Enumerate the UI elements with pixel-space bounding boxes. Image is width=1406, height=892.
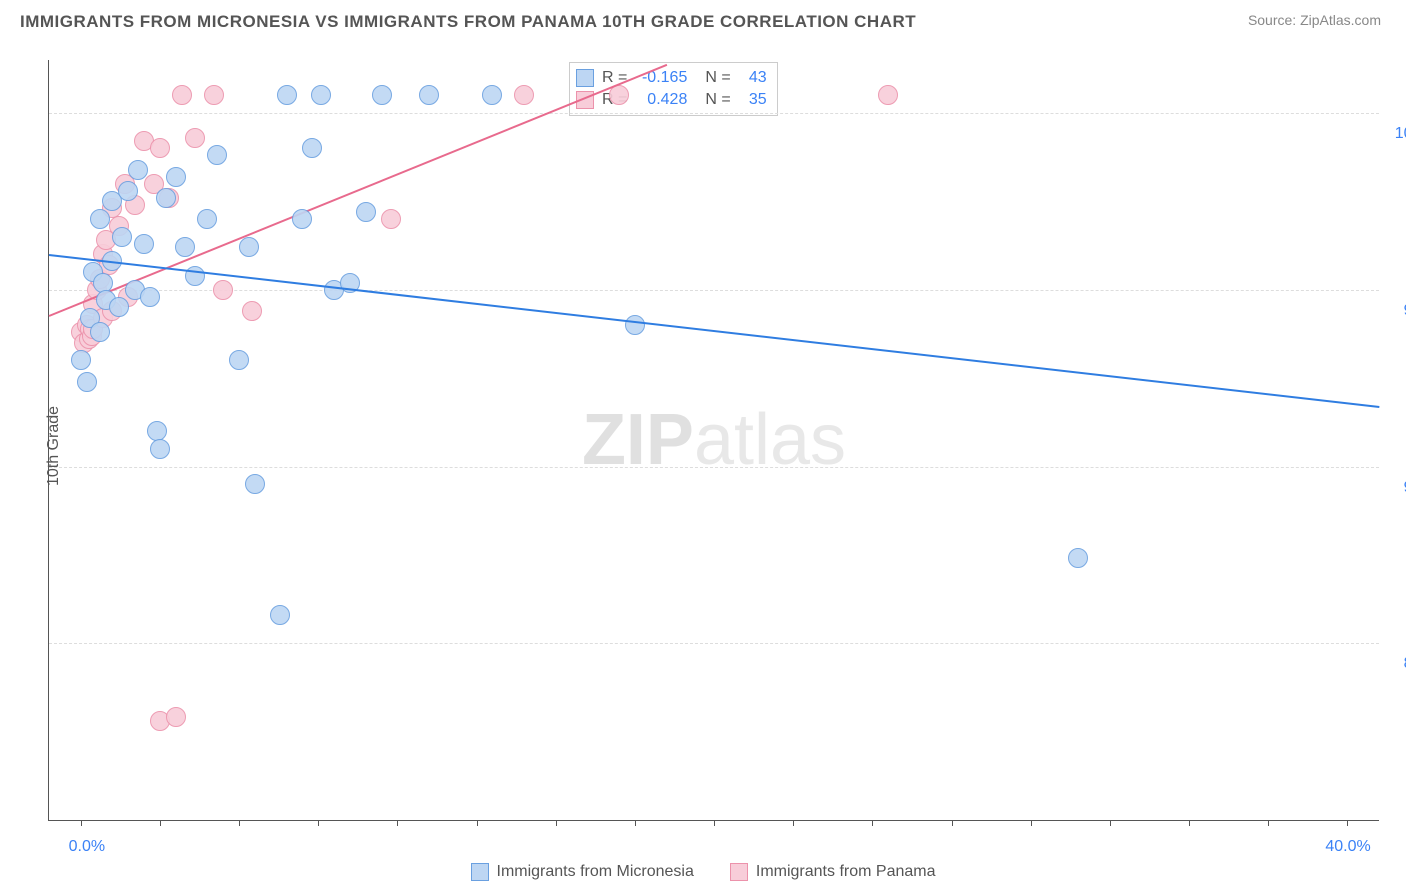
data-point <box>71 350 91 370</box>
data-point <box>245 474 265 494</box>
data-point <box>150 439 170 459</box>
data-point <box>156 188 176 208</box>
data-point <box>197 209 217 229</box>
legend-swatch <box>576 69 594 87</box>
y-tick-label: 100.0% <box>1395 125 1406 143</box>
x-tick <box>1347 820 1348 826</box>
data-point <box>128 160 148 180</box>
data-point <box>140 287 160 307</box>
data-point <box>90 209 110 229</box>
data-point <box>166 707 186 727</box>
gridline <box>49 467 1379 468</box>
plot-area: ZIPatlas R =-0.165N =43R =0.428N =35 85.… <box>48 60 1379 821</box>
data-point <box>77 372 97 392</box>
x-tick <box>239 820 240 826</box>
x-tick <box>1110 820 1111 826</box>
data-point <box>277 85 297 105</box>
x-tick <box>160 820 161 826</box>
data-point <box>419 85 439 105</box>
data-point <box>134 234 154 254</box>
data-point <box>239 237 259 257</box>
gridline <box>49 113 1379 114</box>
data-point <box>482 85 502 105</box>
data-point <box>356 202 376 222</box>
data-point <box>150 138 170 158</box>
watermark: ZIPatlas <box>582 399 846 481</box>
source-label: Source: ZipAtlas.com <box>1248 12 1381 28</box>
data-point <box>514 85 534 105</box>
x-tick <box>872 820 873 826</box>
x-tick <box>556 820 557 826</box>
data-point <box>207 145 227 165</box>
data-point <box>242 301 262 321</box>
data-point <box>166 167 186 187</box>
data-point <box>109 297 129 317</box>
data-point <box>302 138 322 158</box>
x-tick <box>714 820 715 826</box>
trend-line <box>49 254 1379 408</box>
x-tick <box>1268 820 1269 826</box>
series-legend: Immigrants from Micronesia Immigrants fro… <box>0 863 1406 886</box>
data-point <box>118 181 138 201</box>
data-point <box>204 85 224 105</box>
x-tick <box>635 820 636 826</box>
legend-swatch <box>730 863 748 881</box>
x-tick <box>477 820 478 826</box>
data-point <box>185 128 205 148</box>
x-tick <box>952 820 953 826</box>
stats-row: R =-0.165N =43 <box>576 67 767 89</box>
data-point <box>185 266 205 286</box>
data-point <box>372 85 392 105</box>
x-tick <box>1189 820 1190 826</box>
gridline <box>49 290 1379 291</box>
x-min-label: 0.0% <box>69 838 105 856</box>
chart-title: IMMIGRANTS FROM MICRONESIA VS IMMIGRANTS… <box>20 12 916 32</box>
data-point <box>1068 548 1088 568</box>
x-max-label: 40.0% <box>1325 838 1370 856</box>
stats-legend-box: R =-0.165N =43R =0.428N =35 <box>569 62 778 116</box>
data-point <box>311 85 331 105</box>
data-point <box>112 227 132 247</box>
gridline <box>49 643 1379 644</box>
data-point <box>292 209 312 229</box>
data-point <box>609 85 629 105</box>
x-tick <box>397 820 398 826</box>
legend-item: Immigrants from Panama <box>730 863 936 881</box>
data-point <box>213 280 233 300</box>
x-tick <box>1031 820 1032 826</box>
data-point <box>878 85 898 105</box>
x-tick <box>318 820 319 826</box>
data-point <box>381 209 401 229</box>
data-point <box>172 85 192 105</box>
data-point <box>229 350 249 370</box>
data-point <box>175 237 195 257</box>
data-point <box>270 605 290 625</box>
x-tick <box>793 820 794 826</box>
x-tick <box>81 820 82 826</box>
legend-swatch <box>471 863 489 881</box>
data-point <box>625 315 645 335</box>
legend-item: Immigrants from Micronesia <box>471 863 694 881</box>
stats-row: R =0.428N =35 <box>576 89 767 111</box>
data-point <box>90 322 110 342</box>
